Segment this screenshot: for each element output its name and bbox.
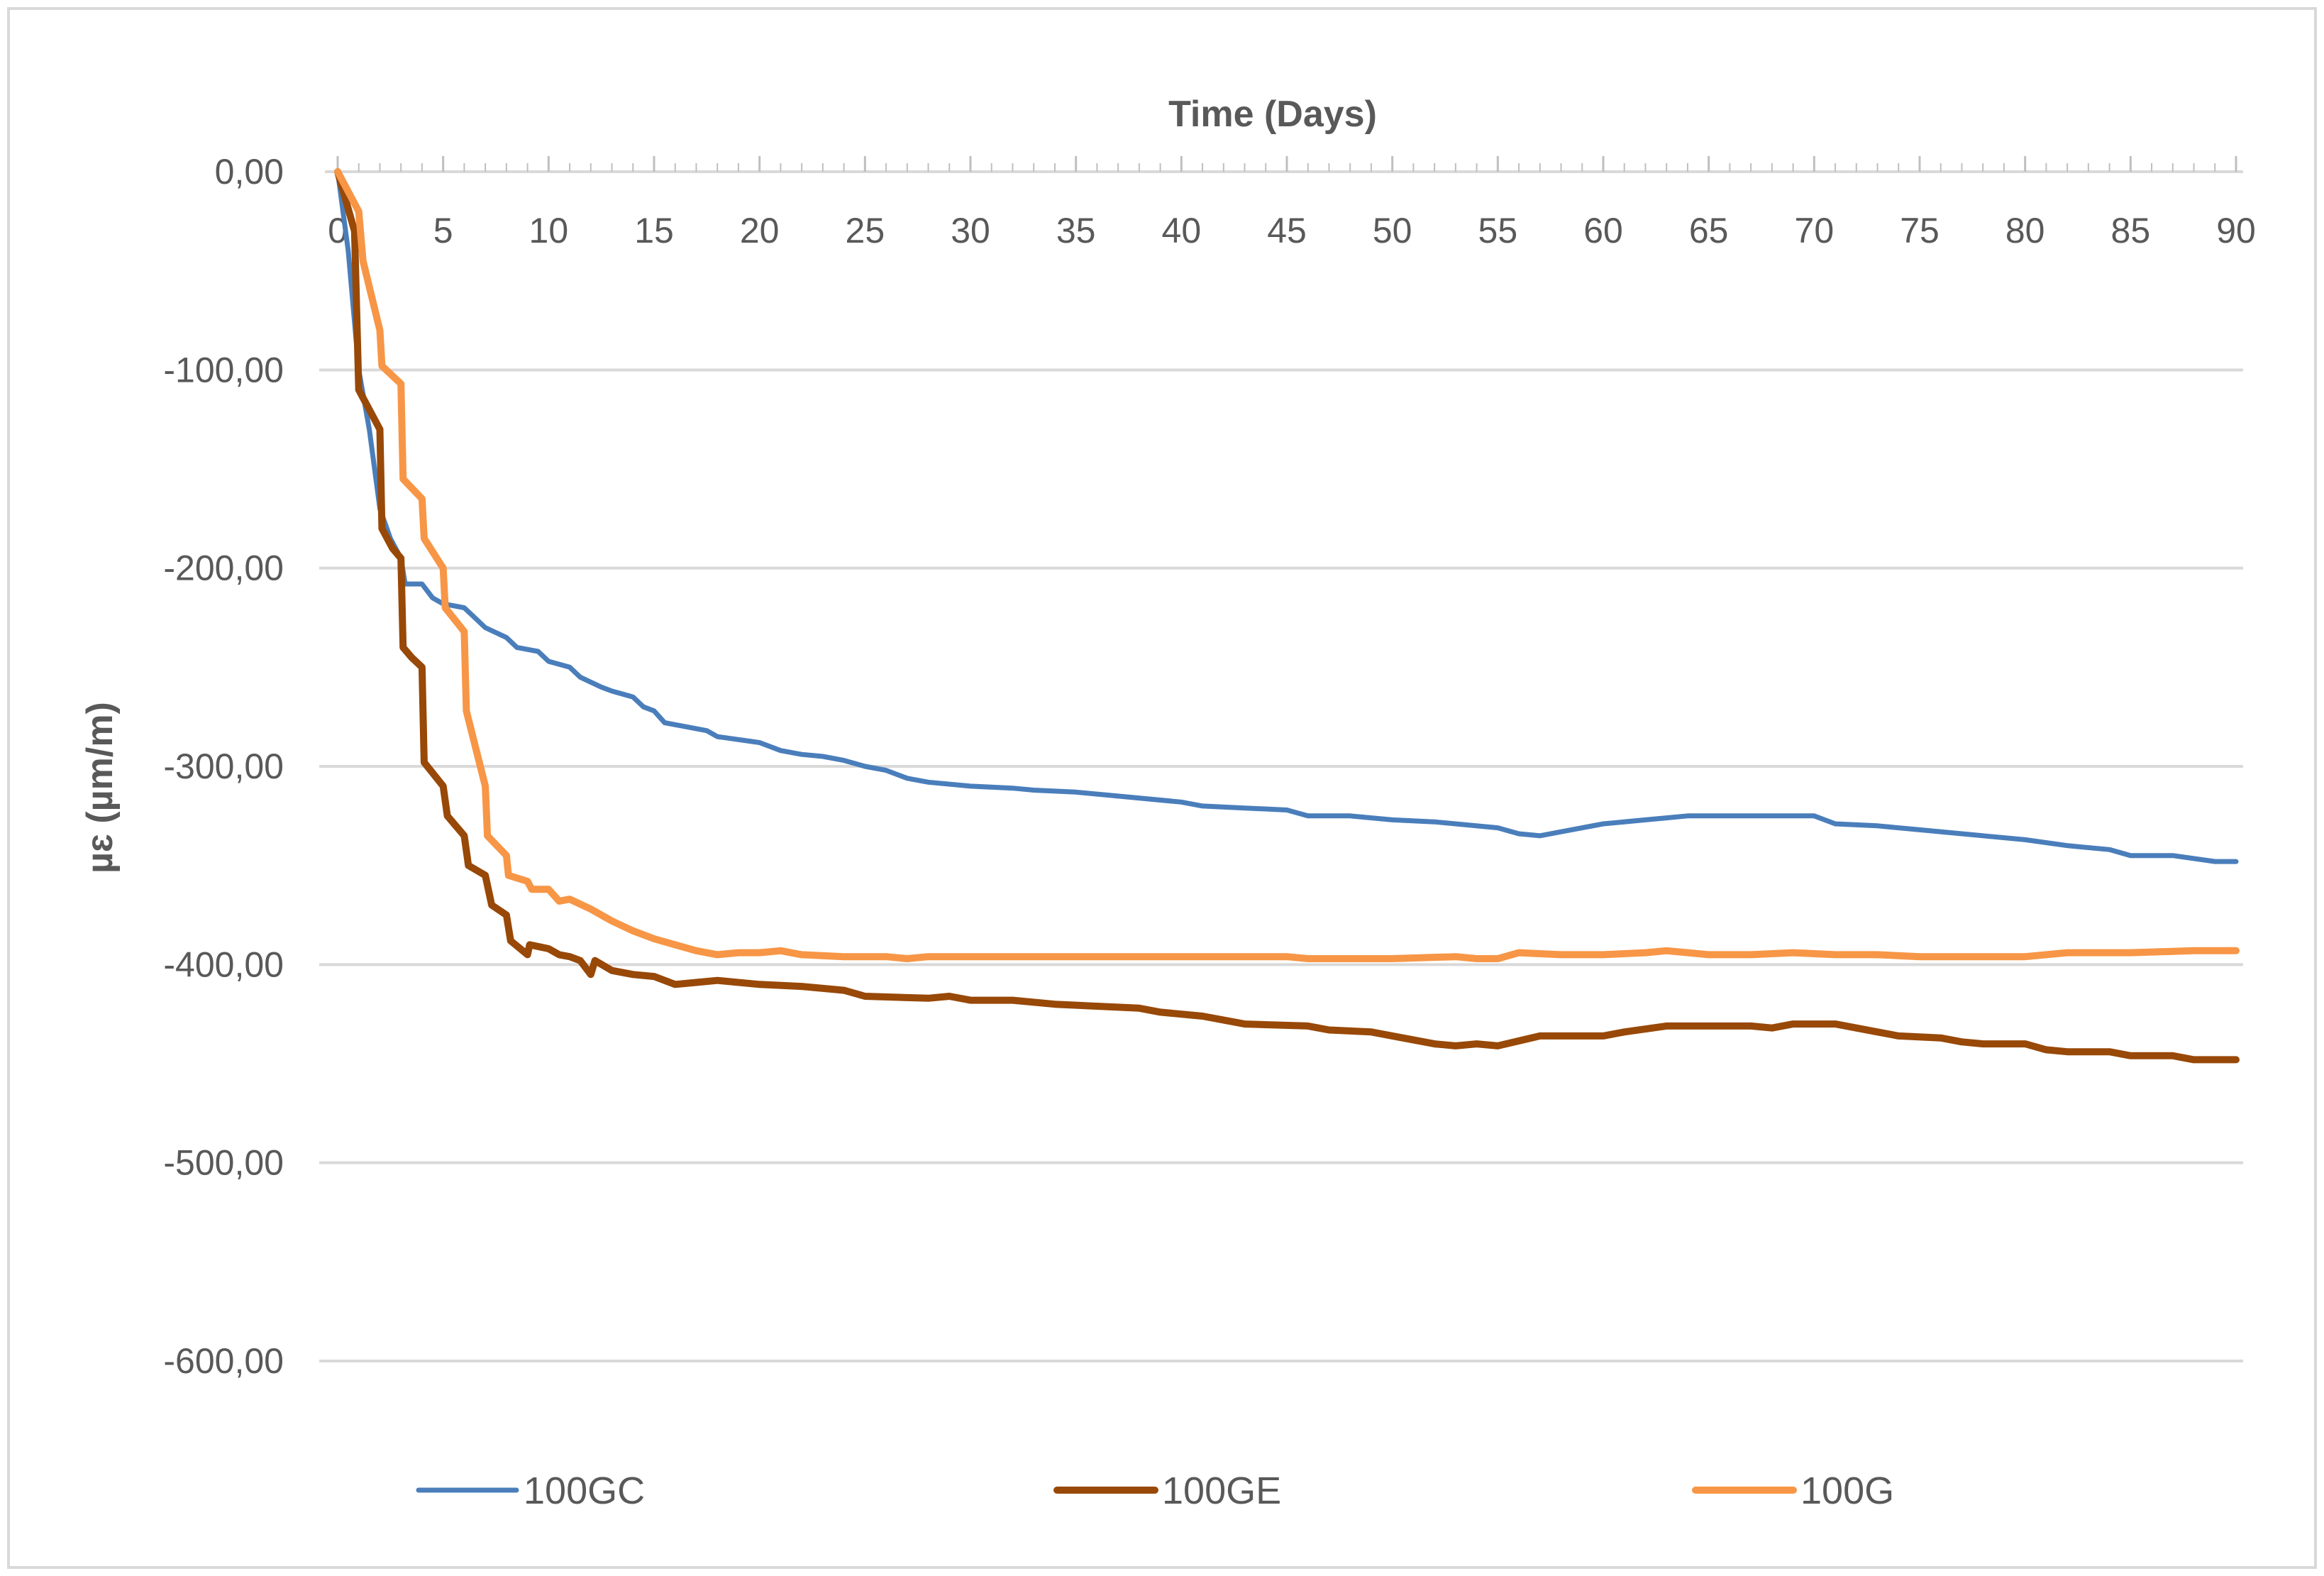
x-tick-label: 85 (2111, 211, 2151, 250)
y-tick-label: 0,00 (215, 152, 284, 192)
y-tick-label: -200,00 (163, 549, 284, 588)
gridlines (319, 368, 2243, 1362)
x-axis: 0 5 10 15 20 25 30 35 40 45 50 55 60 65 70 75 80 85 90 (325, 156, 2256, 250)
y-axis-title: µɛ (µm/m) (79, 702, 121, 874)
x-tick-label: 90 (2216, 211, 2256, 250)
chart-border (7, 7, 2317, 1569)
x-tick-label: 20 (740, 211, 780, 250)
x-tick-label: 55 (1478, 211, 1518, 250)
x-tick-label: 30 (951, 211, 990, 250)
legend-label-100g: 100G (1800, 1470, 1894, 1512)
y-tick-label: -400,00 (163, 944, 284, 984)
y-axis: 0,00 -100,00 -200,00 -300,00 -400,00 -500,00 -… (163, 152, 284, 1381)
x-tick-label: 60 (1583, 211, 1623, 250)
series-lines (334, 168, 2240, 1064)
x-tick-label: 45 (1267, 211, 1307, 250)
y-tick-label: -100,00 (163, 350, 284, 390)
y-tick-label: -500,00 (163, 1143, 284, 1183)
x-tick-label: 5 (433, 211, 453, 250)
x-tick-label: 35 (1056, 211, 1096, 250)
x-tick-label: 80 (2005, 211, 2045, 250)
x-tick-label: 40 (1162, 211, 1202, 250)
series-line-100ge (334, 168, 2240, 1064)
x-tick-label: 75 (1900, 211, 1940, 250)
series-line-100g (334, 168, 2240, 962)
x-tick-label: 70 (1795, 211, 1835, 250)
x-tick-label: 15 (634, 211, 674, 250)
legend-label-100ge: 100GE (1162, 1470, 1281, 1512)
x-tick-label: 10 (529, 211, 569, 250)
legend-label-100gc: 100GC (524, 1470, 645, 1512)
x-tick-label: 50 (1373, 211, 1412, 250)
y-tick-label: -300,00 (163, 746, 284, 786)
y-tick-label: -600,00 (163, 1341, 284, 1381)
x-tick-label: 65 (1689, 211, 1729, 250)
legend: 100GC 100GE 100G (416, 1470, 1894, 1512)
series-line-100gc (335, 169, 2239, 864)
x-tick-label: 25 (846, 211, 885, 250)
x-axis-title: Time (Days) (1168, 94, 1377, 135)
